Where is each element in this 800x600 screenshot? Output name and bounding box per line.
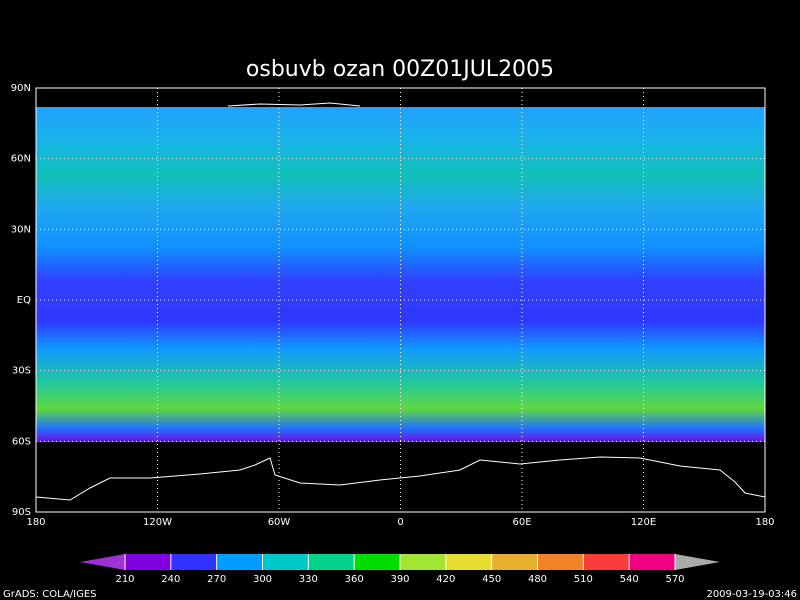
lon-label: 60E (512, 517, 531, 528)
colorbar-label: 390 (390, 574, 409, 585)
colorbar-segment (125, 554, 171, 570)
colorbar-segment (629, 554, 675, 570)
coastline (35, 456, 766, 501)
colorbar-segment (216, 554, 263, 570)
lon-label: 0 (397, 517, 403, 528)
lon-label: 180 (26, 517, 45, 528)
ozone-field (36, 107, 765, 442)
footer-right: 2009-03-19-03:46 (706, 589, 797, 600)
colorbar-segment (170, 554, 217, 570)
colorbar-label: 540 (620, 574, 639, 585)
lat-label: 90S (12, 507, 31, 518)
lat-label: 60N (11, 154, 31, 165)
title: osbuvb ozan 00Z01JUL2005 (246, 57, 554, 82)
coastline-north (227, 102, 361, 107)
colorbar-label: 210 (115, 574, 134, 585)
colorbar-segment (354, 554, 400, 570)
colorbar-segment (537, 554, 584, 570)
colorbar-segment (583, 554, 630, 570)
colorbar-label: 570 (665, 574, 684, 585)
colorbar-label: 300 (253, 574, 272, 585)
lat-label: 60S (12, 436, 31, 447)
colorbar-segment (491, 554, 538, 570)
colorbar-label: 330 (299, 574, 318, 585)
colorbar-segment (400, 554, 446, 570)
lat-label: 30N (11, 224, 31, 235)
colorbar-label: 420 (436, 574, 455, 585)
lon-label: 120E (631, 517, 656, 528)
colorbar-segment (308, 554, 355, 570)
colorbar-label: 240 (161, 574, 180, 585)
lat-label: 90N (11, 83, 31, 94)
colorbar-label: 270 (207, 574, 226, 585)
lat-label: 30S (12, 366, 31, 377)
colorbar-segment (262, 554, 309, 570)
lat-label: EQ (17, 295, 31, 306)
colorbar-label: 510 (574, 574, 593, 585)
colorbar-segment (445, 554, 492, 570)
footer-left: GrADS: COLA/IGES (3, 589, 97, 600)
lon-label: 180 (755, 517, 774, 528)
colorbar-label: 480 (528, 574, 547, 585)
colorbar-label: 360 (345, 574, 364, 585)
colorbar-label: 450 (482, 574, 501, 585)
lon-label: 60W (268, 517, 291, 528)
colorbar-min-triangle (80, 554, 125, 570)
lon-label: 120W (143, 517, 172, 528)
colorbar-max-triangle (675, 554, 720, 570)
